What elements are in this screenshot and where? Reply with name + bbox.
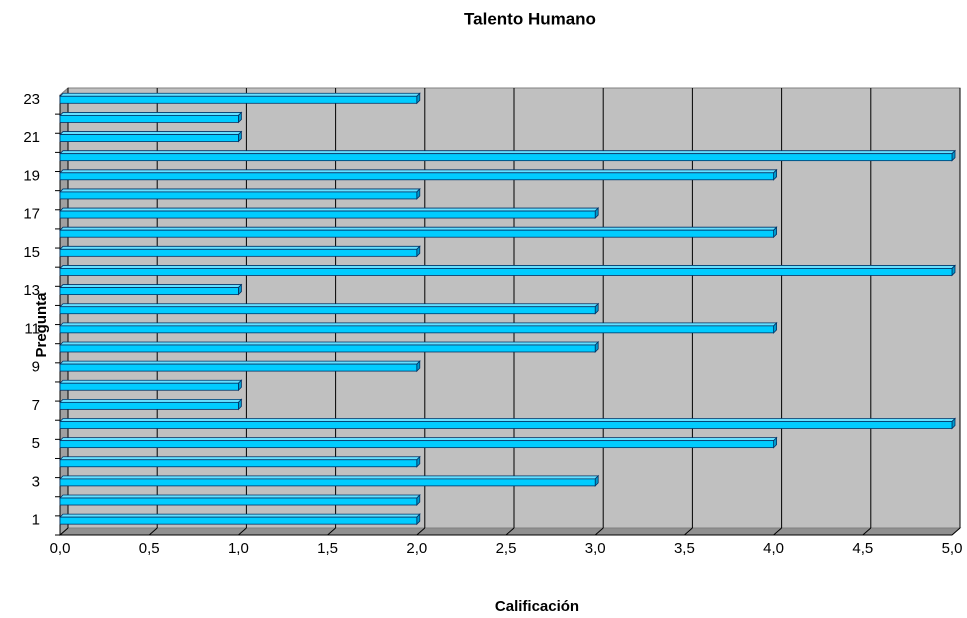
x-axis-title: Calificación <box>495 598 579 615</box>
y-tick-label: 19 <box>23 167 40 184</box>
x-tick-label: 1,0 <box>228 540 249 557</box>
bar-top <box>59 150 956 155</box>
bar <box>59 172 774 181</box>
y-tick-label: 1 <box>32 512 40 529</box>
y-tick-label: 15 <box>23 244 40 261</box>
x-tick <box>59 527 69 536</box>
bar <box>59 363 418 372</box>
bar-top <box>59 112 243 116</box>
bar <box>59 459 418 468</box>
x-tick-label: 0,0 <box>50 540 71 557</box>
bar <box>59 382 239 391</box>
x-tick-label: 1,5 <box>317 540 338 557</box>
y-tick-label: 3 <box>32 473 40 490</box>
y-tick-label: 7 <box>32 397 40 414</box>
x-tick <box>951 527 961 536</box>
bar-top <box>59 360 421 365</box>
x-tick-label: 4,0 <box>763 540 784 557</box>
x-tick-label: 0,5 <box>139 540 160 557</box>
bar-top <box>59 188 421 193</box>
y-tick-label: 23 <box>23 91 40 108</box>
bar-top <box>59 456 421 461</box>
bar <box>59 134 239 142</box>
x-tick-label: 2,0 <box>406 540 427 557</box>
x-tick-label: 2,5 <box>496 540 517 557</box>
x-tick <box>505 527 515 536</box>
bar <box>59 401 239 410</box>
bar-top <box>59 398 243 403</box>
bar-top <box>59 169 778 174</box>
x-tick-label: 5,0 <box>942 540 963 557</box>
bar-top <box>59 92 421 97</box>
bar <box>59 287 239 295</box>
bar <box>59 229 774 238</box>
bar <box>59 344 596 353</box>
x-tick <box>416 527 426 536</box>
x-tick-label: 3,5 <box>674 540 695 557</box>
y-tick-label: 11 <box>24 320 40 337</box>
bar <box>59 115 239 123</box>
bar-top <box>59 284 243 288</box>
x-tick <box>327 527 336 536</box>
bar <box>59 306 596 315</box>
bar-top <box>59 226 778 231</box>
x-tick <box>148 527 158 536</box>
bar <box>59 191 418 200</box>
y-tick-label: 13 <box>23 282 40 299</box>
y-tick-label: 17 <box>23 206 40 223</box>
bar-top <box>59 207 600 212</box>
bar-top <box>59 494 421 499</box>
bar-top <box>59 245 421 250</box>
y-tick-label: 5 <box>32 435 40 452</box>
y-tick-label: 21 <box>23 129 40 146</box>
x-tick <box>862 527 872 536</box>
x-tick <box>594 527 604 536</box>
bar-top <box>59 322 778 327</box>
x-tick-label: 4,5 <box>852 540 873 557</box>
bar <box>59 95 418 104</box>
bar <box>59 497 418 506</box>
bar <box>59 210 596 219</box>
bar <box>59 478 596 487</box>
x-tick <box>773 527 782 536</box>
chart-title: Talento Humano <box>464 9 596 28</box>
bar-top <box>59 437 778 442</box>
bar-top <box>59 131 243 135</box>
bar <box>59 516 418 525</box>
y-tick-label: 9 <box>32 359 40 376</box>
bar-top <box>59 265 956 269</box>
bar <box>59 268 953 276</box>
bar <box>59 248 418 257</box>
bar-top <box>59 303 600 308</box>
bar <box>59 421 953 429</box>
bar-top <box>59 475 600 480</box>
bar-top <box>59 513 421 518</box>
bar-top <box>59 379 243 384</box>
bar-top <box>59 341 600 346</box>
bar <box>59 440 774 449</box>
x-tick-label: 3,0 <box>585 540 606 557</box>
bar-top <box>59 418 956 422</box>
x-tick <box>684 527 693 536</box>
bar <box>59 325 774 334</box>
bar <box>59 153 953 162</box>
x-tick <box>238 527 247 536</box>
y-axis-title: Pregunta <box>33 292 50 358</box>
